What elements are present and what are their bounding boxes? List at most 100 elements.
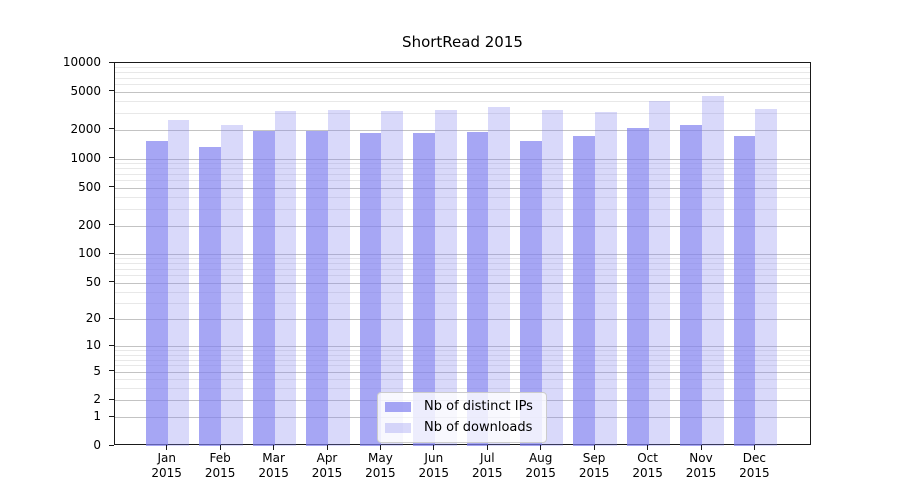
- major-gridline: [115, 319, 810, 321]
- x-tick-label: Feb 2015: [204, 451, 236, 480]
- x-tick-mark: [326, 445, 328, 450]
- bar-distinct-ips-may: [359, 132, 382, 446]
- minor-gridline: [115, 354, 810, 356]
- legend: Nb of distinct IPs Nb of downloads: [377, 392, 547, 443]
- minor-gridline: [115, 263, 810, 265]
- x-tick-label: Apr 2015: [311, 451, 343, 480]
- bar-downloads-jun: [434, 109, 457, 446]
- chart-title: ShortRead 2015: [402, 33, 523, 51]
- y-tick-mark: [109, 61, 114, 63]
- bar-downloads-may: [381, 110, 404, 446]
- y-tick-mark: [109, 90, 114, 92]
- x-tick-mark: [647, 445, 649, 450]
- x-tick-label: Aug 2015: [525, 451, 556, 480]
- minor-gridline: [115, 113, 810, 115]
- minor-gridline: [115, 275, 810, 277]
- y-tick-label: 1000: [70, 150, 101, 165]
- y-tick-label: 2000: [70, 121, 101, 136]
- legend-item-distinct-ips: Nb of distinct IPs: [385, 399, 536, 415]
- minor-gridline: [115, 163, 810, 165]
- minor-gridline: [115, 84, 810, 86]
- x-tick-mark: [219, 445, 221, 450]
- bar-downloads-oct: [648, 101, 671, 446]
- major-gridline: [115, 346, 810, 348]
- y-tick-mark: [109, 444, 114, 446]
- bar-distinct-ips-apr: [306, 130, 328, 446]
- y-tick-mark: [109, 344, 114, 346]
- y-tick-label: 100: [78, 246, 101, 261]
- legend-item-downloads: Nb of downloads: [385, 420, 536, 436]
- y-tick-mark: [109, 415, 114, 417]
- x-tick-mark: [379, 445, 381, 450]
- y-tick-label: 5000: [70, 83, 101, 98]
- bar-downloads-sep: [595, 111, 617, 446]
- major-gridline: [115, 158, 810, 160]
- bar-downloads-apr: [328, 109, 350, 446]
- minor-gridline: [115, 388, 810, 390]
- y-tick-mark: [109, 128, 114, 130]
- minor-gridline: [115, 72, 810, 74]
- bar-distinct-ips-sep: [573, 136, 596, 446]
- minor-gridline: [115, 268, 810, 270]
- x-tick-mark: [166, 445, 168, 450]
- y-tick-label: 1: [93, 409, 101, 424]
- x-tick-label: May 2015: [365, 451, 396, 480]
- bar-downloads-feb: [221, 125, 243, 446]
- major-gridline: [115, 187, 810, 189]
- x-tick-label: Jul 2015: [472, 451, 503, 480]
- bar-downloads-jul: [488, 107, 511, 446]
- minor-gridline: [115, 365, 810, 367]
- bar-downloads-nov: [702, 96, 724, 446]
- x-tick-mark: [433, 445, 435, 450]
- minor-gridline: [115, 179, 810, 181]
- x-tick-label: Mar 2015: [258, 451, 289, 480]
- major-gridline: [115, 225, 810, 227]
- x-tick-label: Oct 2015: [632, 451, 663, 480]
- y-tick-mark: [109, 370, 114, 371]
- minor-gridline: [115, 77, 810, 79]
- minor-gridline: [115, 303, 810, 305]
- y-tick-mark: [109, 398, 114, 400]
- bar-distinct-ips-aug: [519, 141, 542, 446]
- x-tick-mark: [486, 445, 488, 450]
- y-tick-mark: [109, 224, 114, 225]
- minor-gridline: [115, 359, 810, 361]
- y-tick-mark: [109, 252, 114, 254]
- y-tick-label: 200: [78, 217, 101, 232]
- x-tick-mark: [753, 445, 755, 450]
- y-tick-mark: [109, 317, 114, 319]
- y-tick-label: 10000: [62, 55, 101, 69]
- x-tick-label: Nov 2015: [685, 451, 717, 480]
- minor-gridline: [115, 208, 810, 210]
- y-tick-mark: [109, 157, 114, 159]
- major-gridline: [115, 129, 810, 131]
- x-tick-mark: [273, 445, 275, 450]
- major-gridline: [115, 91, 810, 93]
- x-tick-mark: [593, 445, 595, 450]
- y-tick-label: 50: [85, 274, 101, 289]
- major-gridline: [115, 282, 810, 284]
- y-tick-label: 5: [93, 363, 101, 378]
- bar-distinct-ips-jan: [145, 140, 168, 446]
- bar-distinct-ips-oct: [626, 127, 649, 446]
- y-tick-label: 2: [93, 392, 101, 407]
- legend-swatch-downloads: [385, 423, 411, 433]
- y-tick-label: 20: [85, 311, 101, 326]
- major-gridline: [115, 254, 810, 256]
- bar-distinct-ips-feb: [199, 146, 222, 446]
- y-tick-label: 10: [85, 338, 101, 353]
- bar-downloads-aug: [541, 109, 564, 446]
- minor-gridline: [115, 291, 810, 293]
- minor-gridline: [115, 101, 810, 103]
- minor-gridline: [115, 173, 810, 175]
- bar-distinct-ips-dec: [733, 135, 756, 446]
- x-tick-label: Sep 2015: [578, 451, 610, 480]
- y-tick-label: 500: [78, 179, 101, 194]
- bar-distinct-ips-jul: [466, 131, 489, 446]
- minor-gridline: [115, 168, 810, 169]
- bar-downloads-jan: [167, 120, 190, 446]
- legend-swatch-distinct-ips: [385, 402, 411, 412]
- bar-downloads-mar: [274, 110, 297, 446]
- bar-distinct-ips-jun: [413, 132, 435, 446]
